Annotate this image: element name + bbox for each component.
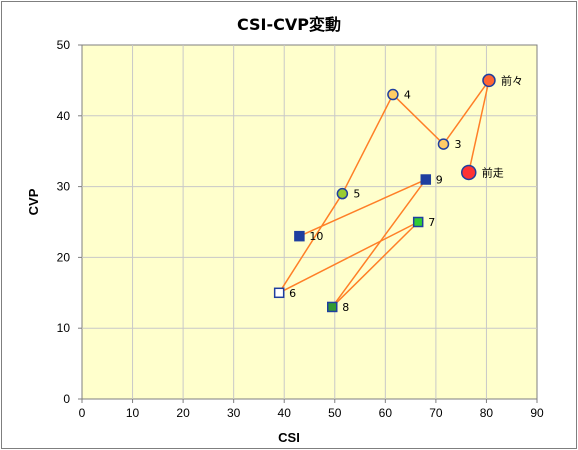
connector-line bbox=[331, 179, 427, 308]
point-label: 前々 bbox=[501, 73, 523, 87]
x-tick-label: 20 bbox=[176, 406, 190, 420]
y-tick-label: 40 bbox=[57, 109, 71, 123]
connector-line bbox=[392, 94, 444, 145]
point-marker-3 bbox=[437, 138, 450, 150]
point-label: 4 bbox=[404, 89, 411, 102]
point-marker-5 bbox=[336, 187, 349, 200]
connector-line bbox=[278, 221, 419, 294]
connector-line bbox=[341, 94, 394, 195]
point-label: 10 bbox=[309, 230, 323, 243]
point-label: 9 bbox=[436, 174, 443, 187]
y-tick-label: 20 bbox=[57, 250, 71, 264]
x-tick-label: 30 bbox=[227, 406, 241, 420]
y-tick-label: 0 bbox=[63, 392, 70, 406]
connecting-lines bbox=[278, 79, 490, 308]
point-label: 6 bbox=[289, 287, 296, 300]
y-tick-label: 10 bbox=[57, 321, 71, 335]
x-tick-label: 40 bbox=[278, 406, 292, 420]
point-label: 8 bbox=[342, 301, 349, 314]
y-tick-label: 50 bbox=[57, 38, 71, 52]
point-marker-6 bbox=[273, 287, 285, 299]
plot-area bbox=[81, 44, 538, 400]
point-marker-前々 bbox=[482, 73, 496, 88]
x-tick-label: 0 bbox=[79, 406, 86, 420]
point-marker-7 bbox=[412, 216, 424, 228]
y-tick-label: 30 bbox=[57, 180, 71, 194]
point-marker-10 bbox=[294, 230, 305, 242]
point-marker-8 bbox=[327, 301, 338, 313]
y-axis-label: CVP bbox=[26, 188, 41, 215]
x-axis-label: CSI bbox=[278, 430, 300, 445]
connector-line bbox=[278, 193, 343, 294]
point-marker-4 bbox=[387, 88, 399, 101]
point-label: 7 bbox=[428, 216, 435, 229]
x-tick-label: 80 bbox=[480, 406, 494, 420]
point-label: 5 bbox=[353, 188, 360, 201]
chart-title: CSI-CVP変動 bbox=[237, 15, 341, 34]
connector-line bbox=[442, 79, 490, 145]
gridlines bbox=[82, 45, 537, 399]
point-label: 3 bbox=[454, 138, 461, 151]
x-tick-label: 50 bbox=[328, 406, 342, 420]
point-marker-前走 bbox=[461, 164, 477, 181]
x-tick-label: 90 bbox=[530, 406, 544, 420]
connector-line bbox=[468, 80, 490, 173]
x-tick-label: 10 bbox=[126, 406, 140, 420]
connector-line bbox=[331, 221, 419, 308]
axis-ticks: 0 10 20 30 40 50 60 70 80 90 0 10 20 30 40 50 bbox=[57, 38, 544, 420]
x-tick-label: 70 bbox=[429, 406, 443, 420]
x-tick-label: 60 bbox=[379, 406, 393, 420]
point-label: 前走 bbox=[482, 165, 504, 179]
point-marker-9 bbox=[420, 174, 432, 185]
